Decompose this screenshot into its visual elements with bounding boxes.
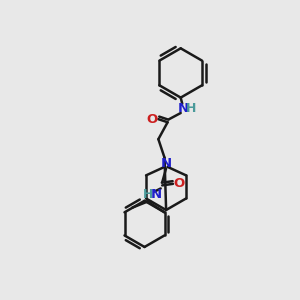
Text: O: O — [173, 177, 185, 190]
Text: H: H — [143, 188, 154, 201]
Text: N: N — [151, 188, 162, 201]
Text: O: O — [147, 113, 158, 126]
Text: N: N — [177, 102, 189, 115]
Text: N: N — [160, 157, 172, 170]
Text: H: H — [186, 102, 197, 115]
